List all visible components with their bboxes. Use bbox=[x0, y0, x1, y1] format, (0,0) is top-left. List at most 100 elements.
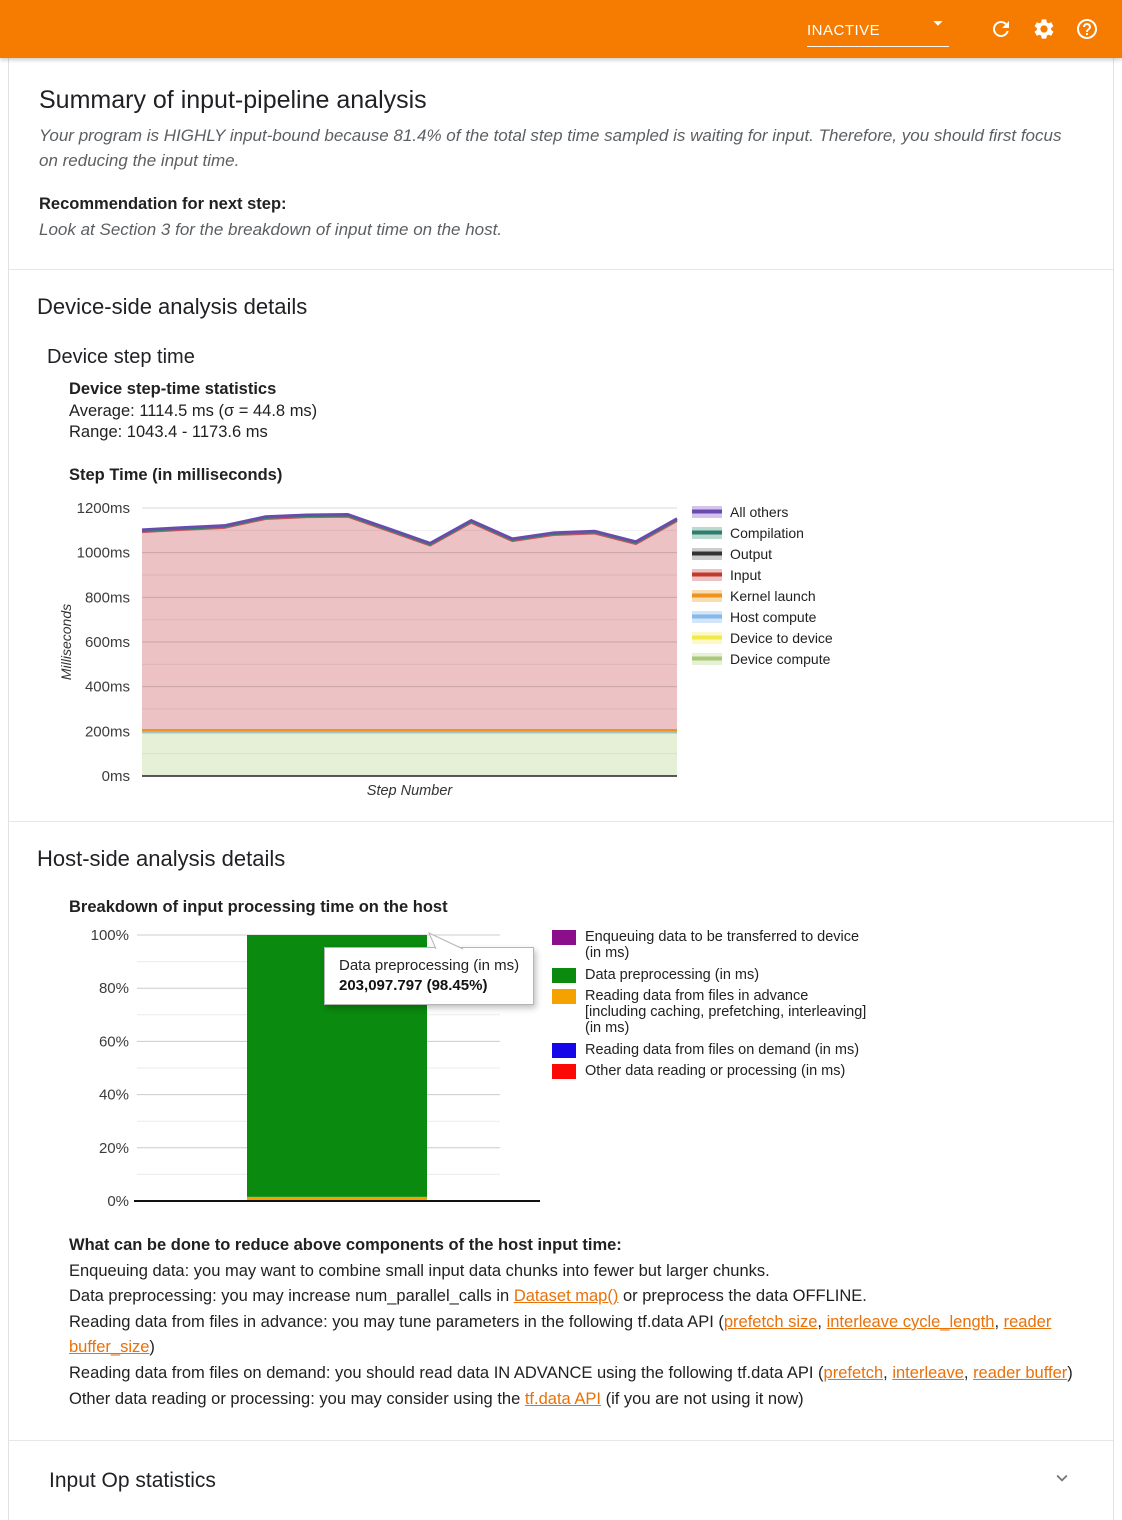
legend-label: Device to device bbox=[730, 629, 833, 646]
legend-item: Host compute bbox=[692, 606, 833, 627]
input-op-statistics-title: Input Op statistics bbox=[49, 1468, 216, 1492]
content-card: Summary of input-pipeline analysis Your … bbox=[8, 58, 1114, 1520]
legend-swatch bbox=[552, 1063, 576, 1079]
legend-label: Data preprocessing (in ms) bbox=[585, 966, 760, 983]
doc-link[interactable]: prefetch bbox=[823, 1364, 884, 1383]
legend-item: All others bbox=[692, 501, 833, 522]
legend-item: Compilation bbox=[692, 522, 833, 543]
svg-text:100%: 100% bbox=[91, 927, 129, 944]
refresh-icon bbox=[989, 17, 1013, 41]
legend-label: Device compute bbox=[730, 650, 831, 667]
legend-item: Device compute bbox=[692, 648, 833, 669]
app-header: INACTIVE bbox=[0, 0, 1122, 58]
doc-link[interactable]: interleave cycle_length bbox=[826, 1312, 995, 1331]
device-step-time-title: Device step time bbox=[47, 345, 195, 368]
section-divider bbox=[9, 268, 1113, 270]
legend-swatch bbox=[692, 526, 722, 539]
svg-text:200ms: 200ms bbox=[85, 724, 130, 741]
legend-swatch bbox=[692, 652, 722, 665]
device-step-time-chart: 0ms 200ms 400ms 600ms 800ms 1000ms 1200ms Step … bbox=[57, 489, 1113, 811]
help-button[interactable] bbox=[1074, 16, 1100, 42]
chart-tooltip: Data preprocessing (in ms) 203,097.797 (… bbox=[324, 947, 535, 1006]
legend-swatch bbox=[552, 988, 576, 1004]
device-chart-canvas[interactable]: 0ms 200ms 400ms 600ms 800ms 1000ms 1200ms Step … bbox=[57, 489, 707, 801]
summary-body: Your program is HIGHLY input-bound becau… bbox=[39, 126, 1062, 170]
legend-swatch bbox=[552, 1042, 576, 1058]
legend-swatch bbox=[692, 568, 722, 581]
svg-text:40%: 40% bbox=[99, 1087, 129, 1104]
legend-item: Other data reading or processing (in ms) bbox=[552, 1063, 872, 1079]
legend-swatch bbox=[692, 589, 722, 602]
legend-swatch bbox=[552, 967, 576, 983]
advice-line: Reading data from files in advance: you … bbox=[69, 1312, 1052, 1357]
svg-text:600ms: 600ms bbox=[85, 634, 130, 651]
legend-label: Other data reading or processing (in ms) bbox=[585, 1062, 846, 1079]
doc-link[interactable]: interleave bbox=[892, 1364, 964, 1383]
device-section-title: Device-side analysis details bbox=[37, 293, 308, 319]
refresh-button[interactable] bbox=[988, 16, 1014, 42]
legend-swatch bbox=[552, 930, 576, 946]
input-op-statistics-panel[interactable]: Input Op statistics bbox=[9, 1441, 1113, 1520]
host-advice: What can be done to reduce above compone… bbox=[69, 1233, 1073, 1412]
dropdown-arrow-icon bbox=[927, 12, 949, 39]
device-chart-legend: All others Compilation Output Input Kernel l… bbox=[692, 501, 833, 669]
svg-text:Milliseconds: Milliseconds bbox=[58, 604, 74, 680]
chevron-down-icon[interactable] bbox=[1051, 1467, 1073, 1494]
legend-item: Enqueuing data to be transferred to devi… bbox=[552, 929, 872, 961]
status-dropdown[interactable]: INACTIVE bbox=[807, 12, 949, 47]
svg-text:1200ms: 1200ms bbox=[77, 500, 130, 517]
legend-swatch bbox=[692, 547, 722, 560]
doc-link[interactable]: reader buffer_size bbox=[69, 1312, 1052, 1357]
svg-text:60%: 60% bbox=[99, 1034, 129, 1051]
legend-swatch bbox=[692, 631, 722, 644]
legend-item: Device to device bbox=[692, 627, 833, 648]
svg-text:0ms: 0ms bbox=[102, 768, 130, 785]
legend-label: Input bbox=[730, 566, 762, 583]
svg-text:0%: 0% bbox=[107, 1193, 129, 1210]
legend-item: Input bbox=[692, 564, 833, 585]
doc-link[interactable]: reader buffer bbox=[973, 1364, 1068, 1383]
device-stats-average: Average: 1114.5 ms (σ = 44.8 ms) bbox=[69, 401, 318, 420]
tooltip-value: 203,097.797 (98.45%) bbox=[339, 977, 488, 995]
host-section: Host-side analysis details Breakdown of … bbox=[9, 822, 1113, 1440]
legend-label: Compilation bbox=[730, 524, 804, 541]
advice-title: What can be done to reduce above compone… bbox=[69, 1236, 622, 1255]
svg-text:800ms: 800ms bbox=[85, 590, 130, 607]
legend-swatch bbox=[692, 610, 722, 623]
legend-item: Output bbox=[692, 543, 833, 564]
device-stats-title: Device step-time statistics bbox=[69, 379, 277, 398]
section-divider bbox=[9, 821, 1113, 823]
advice-lines: Enqueuing data: you may want to combine … bbox=[69, 1259, 1073, 1412]
svg-text:1000ms: 1000ms bbox=[77, 545, 130, 562]
legend-item: Data preprocessing (in ms) bbox=[552, 967, 872, 983]
section-divider bbox=[9, 1440, 1113, 1442]
recommendation-label: Recommendation for next step: bbox=[39, 195, 287, 214]
svg-text:Step Number: Step Number bbox=[367, 783, 454, 799]
legend-label: Kernel launch bbox=[730, 587, 816, 604]
device-step-stats: Device step-time statistics Average: 111… bbox=[69, 379, 1113, 444]
advice-line: Enqueuing data: you may want to combine … bbox=[69, 1261, 770, 1280]
legend-item: Kernel launch bbox=[692, 585, 833, 606]
device-stats-range: Range: 1043.4 - 1173.6 ms bbox=[69, 423, 268, 442]
settings-button[interactable] bbox=[1031, 16, 1057, 42]
legend-item: Reading data from files on demand (in ms… bbox=[552, 1042, 872, 1058]
summary-title: Summary of input-pipeline analysis bbox=[39, 86, 427, 114]
doc-link[interactable]: Dataset map() bbox=[513, 1287, 619, 1306]
svg-text:80%: 80% bbox=[99, 980, 129, 997]
recommendation-text: Look at Section 3 for the breakdown of i… bbox=[39, 220, 503, 240]
tooltip-series-name: Data preprocessing (in ms) bbox=[339, 957, 520, 975]
advice-line: Data preprocessing: you may increase num… bbox=[69, 1287, 867, 1306]
legend-label: Enqueuing data to be transferred to devi… bbox=[585, 929, 860, 962]
doc-link[interactable]: prefetch size bbox=[723, 1312, 818, 1331]
legend-label: All others bbox=[730, 503, 789, 520]
host-chart-title: Breakdown of input processing time on th… bbox=[69, 898, 448, 917]
tooltip-callout bbox=[428, 932, 464, 950]
help-icon bbox=[1075, 17, 1099, 41]
status-label: INACTIVE bbox=[807, 21, 881, 39]
legend-swatch bbox=[692, 505, 722, 518]
host-chart-legend: Enqueuing data to be transferred to devi… bbox=[552, 929, 872, 1084]
summary-section: Summary of input-pipeline analysis Your … bbox=[9, 58, 1113, 269]
doc-link[interactable]: tf.data API bbox=[524, 1389, 601, 1408]
legend-label: Host compute bbox=[730, 608, 817, 625]
host-section-title: Host-side analysis details bbox=[37, 846, 286, 872]
